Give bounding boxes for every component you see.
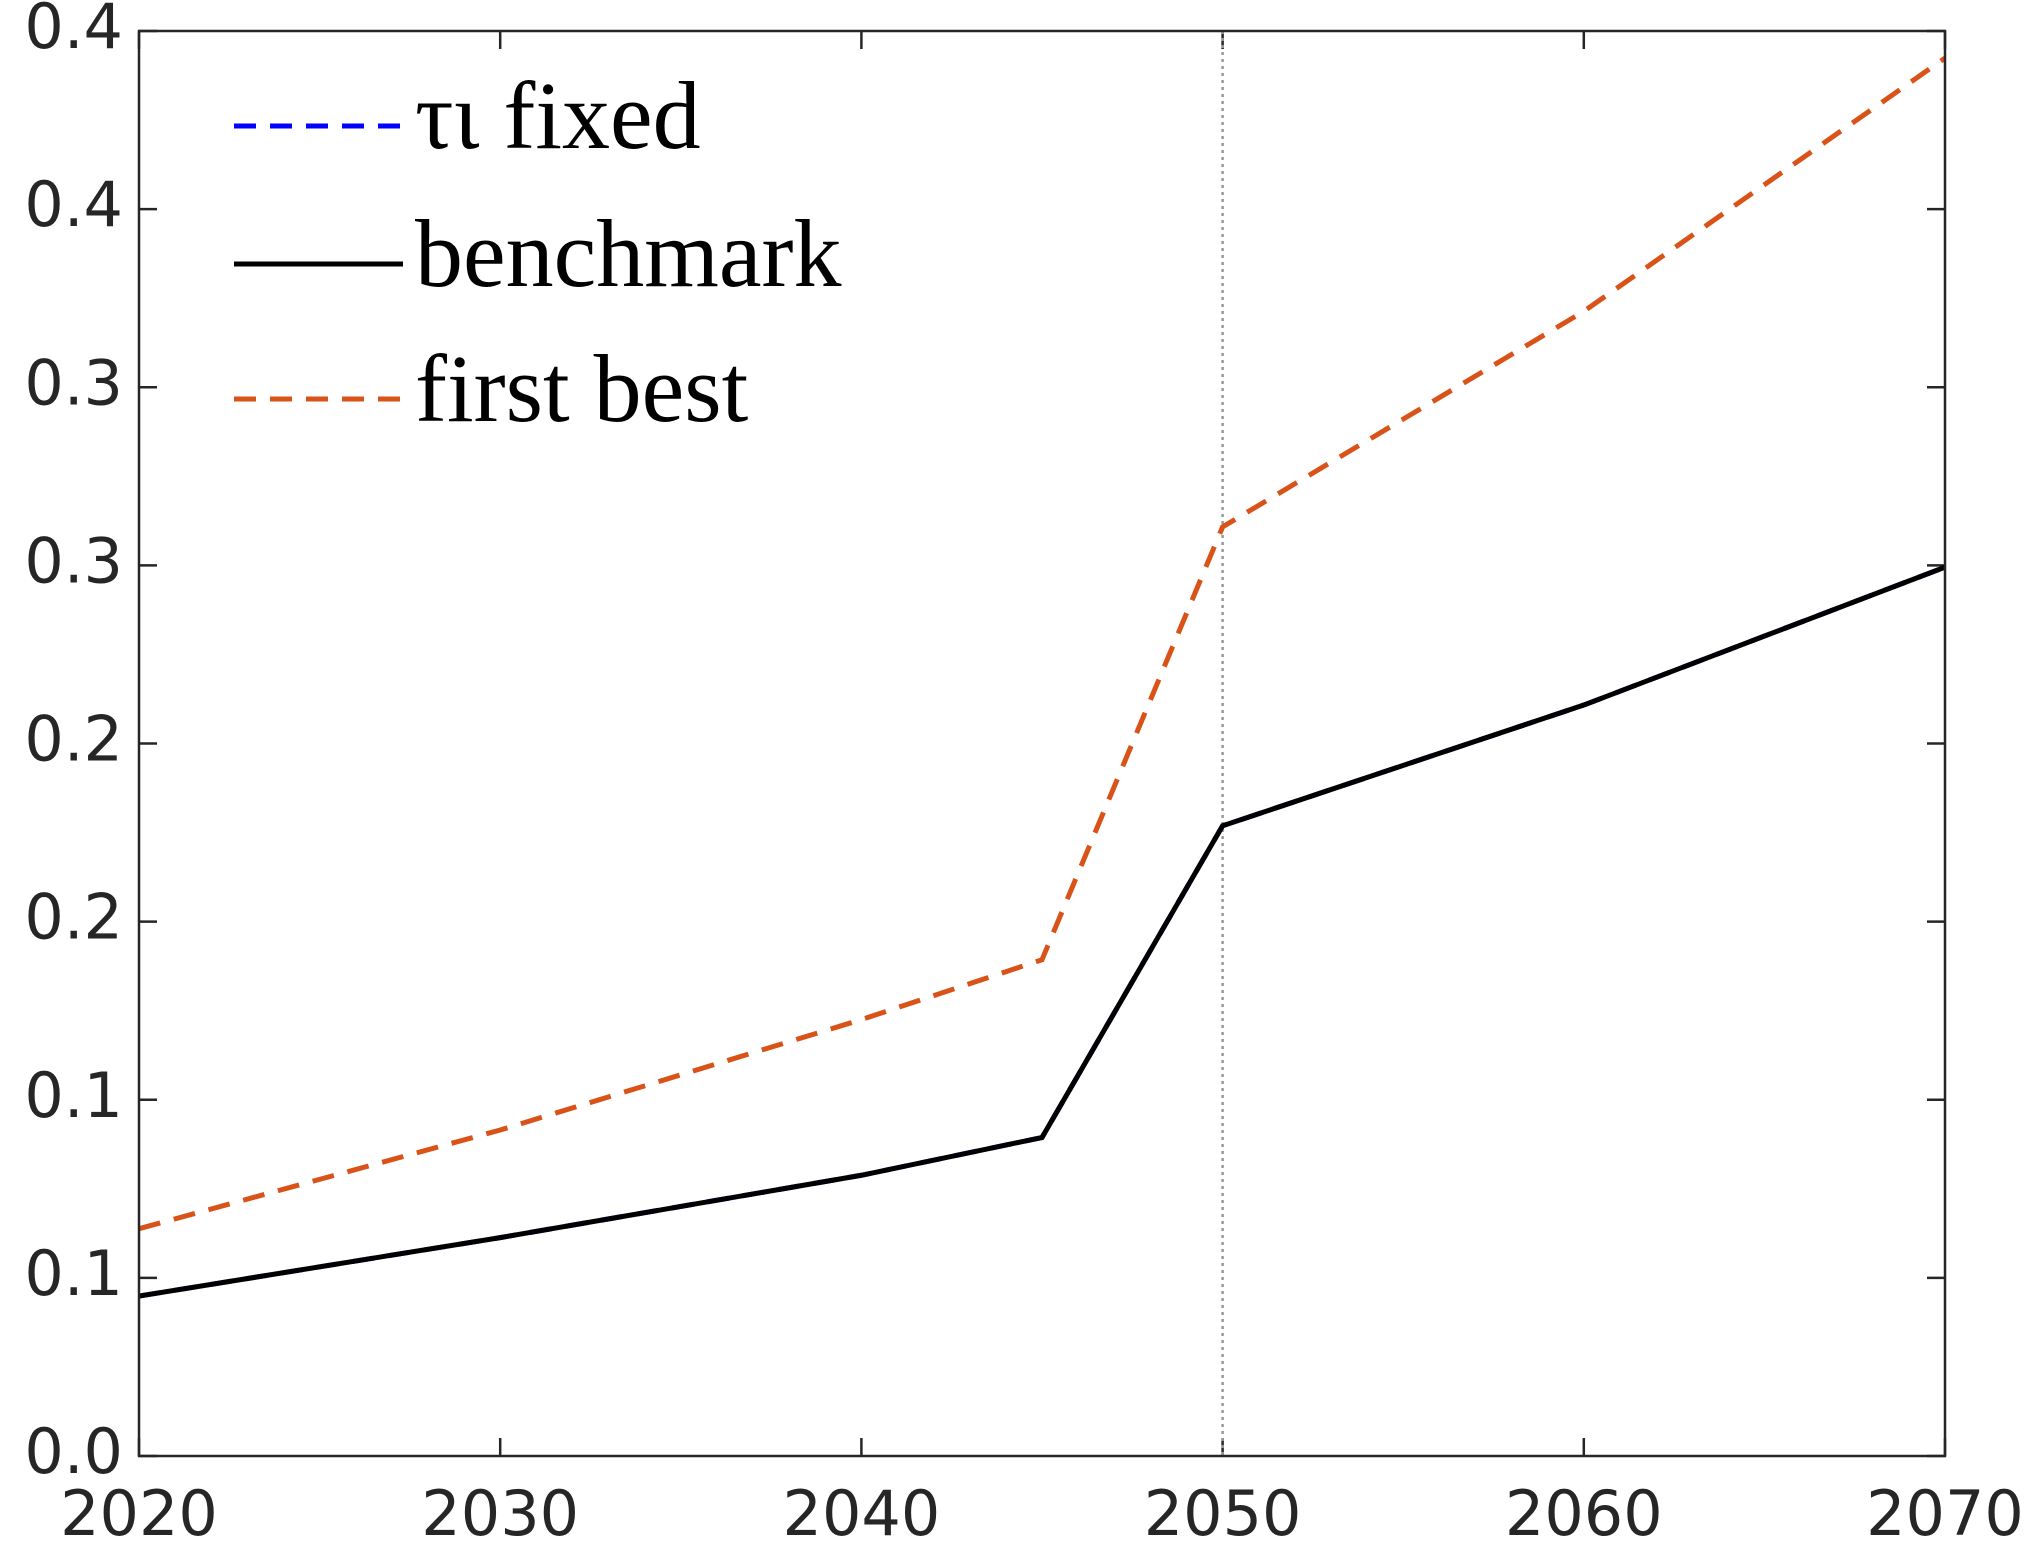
y-tick-label: 0.4	[24, 0, 123, 63]
y-tick-label: 0.1	[24, 1237, 123, 1310]
legend-label: benchmark	[415, 200, 841, 307]
x-tick-label: 2070	[1866, 1477, 2024, 1550]
series-line	[138, 564, 1946, 1299]
y-tick-label: 0.2	[24, 881, 123, 954]
x-tick-label: 2050	[1144, 1477, 1302, 1550]
y-tick-label: 0.2	[24, 703, 123, 776]
y-tick-label: 0.1	[24, 1059, 123, 1132]
series-line	[138, 56, 1947, 1232]
plot-frame	[137, 29, 1947, 1458]
y-tick-label: 0.0	[24, 1415, 123, 1488]
y-tick-label: 0.4	[24, 168, 123, 241]
legend-label: first best	[415, 335, 749, 442]
y-tick-label: 0.3	[24, 524, 123, 597]
legend-label: τι fixed	[415, 62, 701, 169]
x-tick-label: 2030	[421, 1477, 579, 1550]
x-tick-label: 2020	[60, 1477, 218, 1550]
x-tick-label: 2040	[783, 1477, 941, 1550]
y-tick-label: 0.3	[24, 346, 123, 419]
plot-area	[139, 31, 1945, 1456]
x-tick-label: 2060	[1505, 1477, 1663, 1550]
